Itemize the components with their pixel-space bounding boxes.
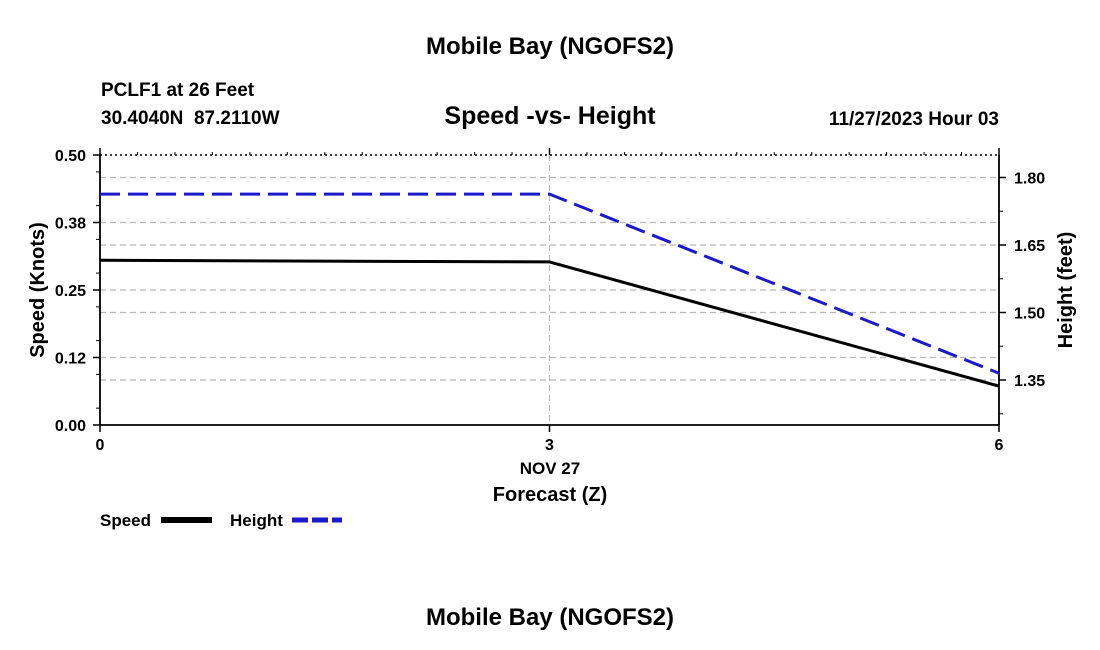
x-axis-label: Forecast (Z) bbox=[493, 484, 607, 506]
y2-tick-label: 1.35 bbox=[1014, 373, 1045, 390]
x-tick-label: 0 bbox=[96, 437, 105, 454]
legend: Speed Height bbox=[100, 511, 342, 530]
station-label: PCLF1 at 26 Feet bbox=[101, 80, 255, 101]
chart-title: Mobile Bay (NGOFS2) bbox=[426, 33, 674, 60]
speed-series-line bbox=[99, 258, 1000, 388]
y2-axis-label: Height (feet) bbox=[1055, 232, 1077, 349]
y2-tick-label: 1.80 bbox=[1014, 171, 1045, 188]
y2-tick-label: 1.50 bbox=[1014, 306, 1045, 323]
y2-tick-label: 1.65 bbox=[1014, 238, 1045, 255]
x-date-label: NOV 27 bbox=[520, 459, 580, 478]
axes bbox=[93, 148, 1006, 432]
y-tick-label: 0.38 bbox=[55, 216, 86, 233]
y-tick-label: 0.50 bbox=[55, 148, 86, 165]
series-layer bbox=[99, 192, 1000, 388]
y-axis-label: Speed (Knots) bbox=[27, 222, 49, 358]
legend-height-label: Height bbox=[230, 511, 283, 530]
grid bbox=[100, 155, 999, 425]
x-tick-label: 3 bbox=[545, 437, 554, 454]
y-tick-label: 0.00 bbox=[55, 418, 86, 435]
legend-speed-label: Speed bbox=[100, 511, 151, 530]
tick-labels: 0.00 0.12 0.25 0.38 0.50 1.35 1.50 1.65 1.80 0 3 6 bbox=[55, 148, 1045, 454]
y-tick-label: 0.25 bbox=[55, 283, 86, 300]
station-coords: 30.4040N 87.2110W bbox=[101, 108, 280, 129]
y-tick-label: 0.12 bbox=[55, 351, 86, 368]
chart-subtitle: Speed -vs- Height bbox=[444, 102, 656, 130]
forecast-datetime: 11/27/2023 Hour 03 bbox=[829, 109, 999, 130]
x-tick-label: 6 bbox=[995, 437, 1004, 454]
height-series-line bbox=[100, 192, 1000, 375]
footer-title: Mobile Bay (NGOFS2) bbox=[426, 604, 674, 631]
